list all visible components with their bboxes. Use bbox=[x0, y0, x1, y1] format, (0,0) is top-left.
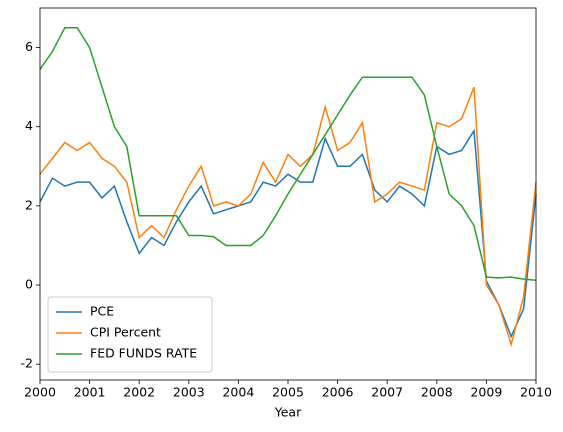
line-series bbox=[39, 86, 537, 348]
legend-label: PCE bbox=[90, 304, 114, 319]
x-tick-label: 2004 bbox=[222, 385, 254, 400]
legend: PCE CPI Percent FED FUNDS RATE bbox=[47, 296, 213, 373]
legend-box bbox=[47, 296, 213, 373]
legend-label: CPI Percent bbox=[90, 325, 161, 340]
x-tick-label: 2001 bbox=[74, 385, 106, 400]
x-tick-label: 2010 bbox=[520, 385, 552, 400]
x-axis-label: Year bbox=[274, 405, 302, 420]
x-tick-label: 2008 bbox=[421, 385, 453, 400]
legend-label: FED FUNDS RATE bbox=[90, 346, 197, 361]
x-tick-label: 2009 bbox=[470, 385, 502, 400]
y-tick-label: 6 bbox=[25, 39, 33, 54]
y-tick-label: 4 bbox=[25, 118, 33, 133]
x-tick-label: 2006 bbox=[322, 385, 354, 400]
plot-frame bbox=[39, 7, 537, 381]
x-tick-label: 2007 bbox=[371, 385, 403, 400]
x-tick-label: 2000 bbox=[24, 385, 56, 400]
line-series bbox=[39, 128, 537, 339]
y-tick-label: 0 bbox=[25, 277, 33, 292]
line-series bbox=[39, 27, 537, 282]
y-tick-label: -2 bbox=[21, 356, 33, 371]
y-tick-label: 2 bbox=[25, 197, 33, 212]
x-tick-label: 2002 bbox=[123, 385, 155, 400]
x-tick-label: 2003 bbox=[173, 385, 205, 400]
x-tick-label: 2005 bbox=[272, 385, 304, 400]
